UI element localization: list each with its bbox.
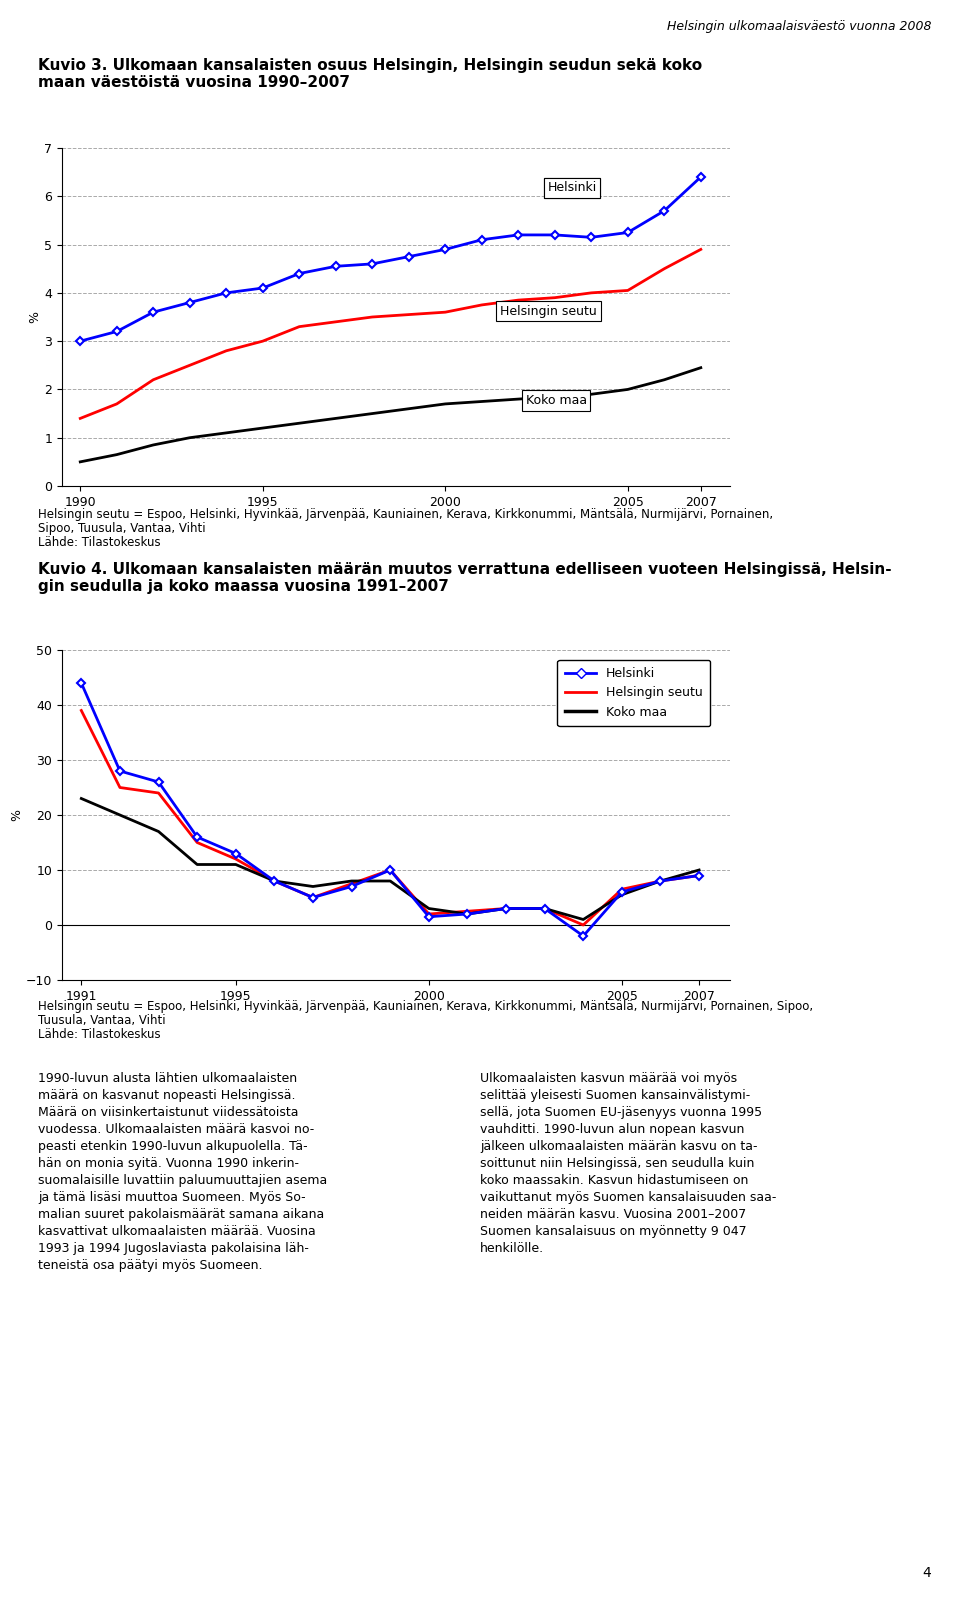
Text: Tuusula, Vantaa, Vihti: Tuusula, Vantaa, Vihti [38,1014,166,1027]
Legend: Helsinki, Helsingin seutu, Koko maa: Helsinki, Helsingin seutu, Koko maa [558,659,710,727]
Text: 1990-luvun alusta lähtien ulkomaalaisten
määrä on kasvanut nopeasti Helsingissä.: 1990-luvun alusta lähtien ulkomaalaisten… [38,1071,327,1272]
Text: Kuvio 3. Ulkomaan kansalaisten osuus Helsingin, Helsingin seudun sekä koko
maan : Kuvio 3. Ulkomaan kansalaisten osuus Hel… [38,58,703,90]
Text: 4: 4 [923,1566,931,1580]
Text: Helsingin seutu = Espoo, Helsinki, Hyvinkää, Järvenpää, Kauniainen, Kerava, Kirk: Helsingin seutu = Espoo, Helsinki, Hyvin… [38,999,813,1014]
Text: Sipoo, Tuusula, Vantaa, Vihti: Sipoo, Tuusula, Vantaa, Vihti [38,521,206,536]
Text: Helsingin ulkomaalaisväestö vuonna 2008: Helsingin ulkomaalaisväestö vuonna 2008 [666,19,931,34]
Text: Helsinki: Helsinki [547,181,597,194]
Text: Koko maa: Koko maa [525,395,587,407]
Text: Helsingin seutu = Espoo, Helsinki, Hyvinkää, Järvenpää, Kauniainen, Kerava, Kirk: Helsingin seutu = Espoo, Helsinki, Hyvin… [38,508,774,521]
Text: Helsinki: Helsinki [547,181,597,194]
Text: Lähde: Tilastokeskus: Lähde: Tilastokeskus [38,536,161,549]
Y-axis label: %: % [11,808,23,821]
Text: Ulkomaalaisten kasvun määrää voi myös
selittää yleisesti Suomen kansainvälistymi: Ulkomaalaisten kasvun määrää voi myös se… [480,1071,777,1254]
Text: Kuvio 4. Ulkomaan kansalaisten määrän muutos verrattuna edelliseen vuoteen Helsi: Kuvio 4. Ulkomaan kansalaisten määrän mu… [38,561,892,595]
Y-axis label: %: % [29,311,41,322]
Text: Lähde: Tilastokeskus: Lähde: Tilastokeskus [38,1028,161,1041]
Text: Helsingin seutu: Helsingin seutu [500,305,597,318]
